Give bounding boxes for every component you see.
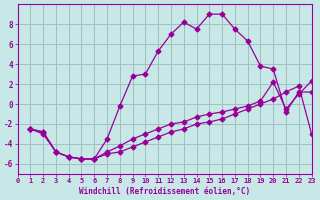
X-axis label: Windchill (Refroidissement éolien,°C): Windchill (Refroidissement éolien,°C) — [79, 187, 250, 196]
